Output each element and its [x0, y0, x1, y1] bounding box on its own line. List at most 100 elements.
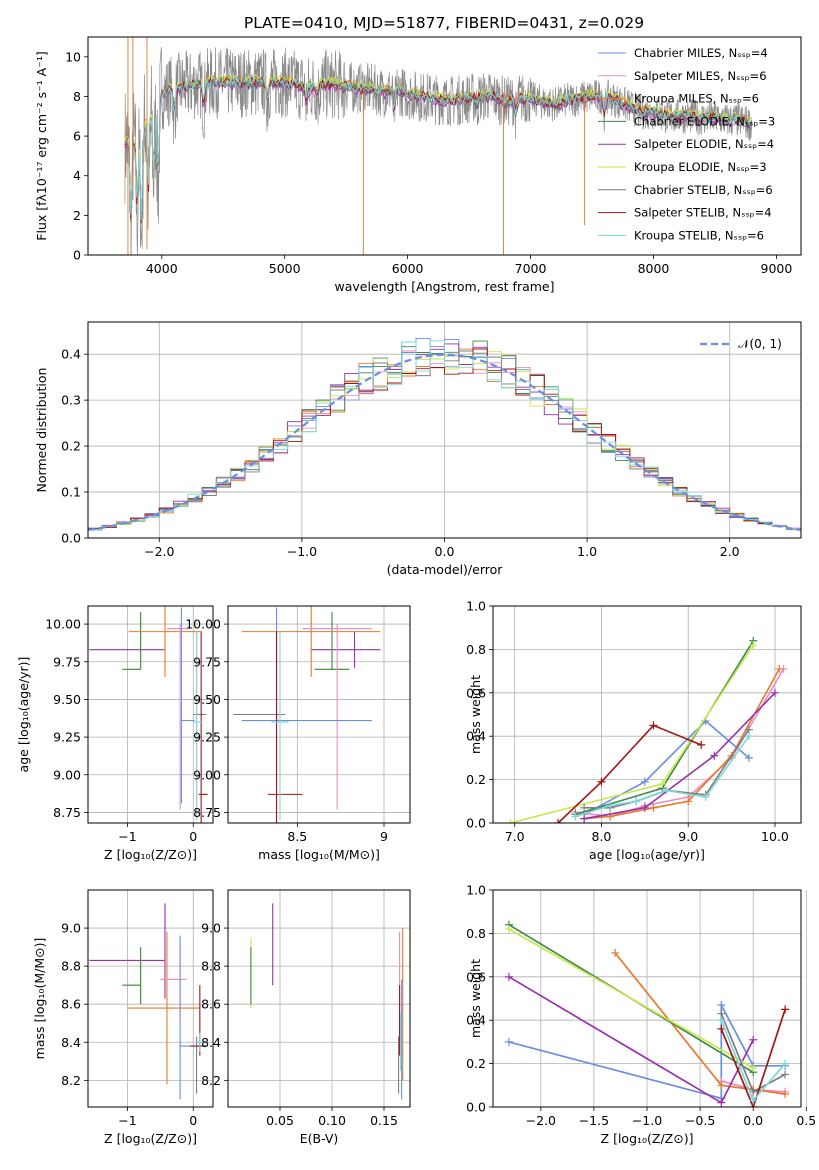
y-axis-label: mass weight — [468, 959, 483, 1038]
legend-label: Salpeter ELODIE, Nₛₛₚ=4 — [634, 137, 774, 151]
x-tick-label: −1.5 — [579, 1113, 609, 1128]
legend-label: Chabrier ELODIE, Nₛₛₚ=3 — [634, 114, 775, 128]
weight-marker — [775, 664, 784, 673]
grid — [228, 890, 410, 1107]
y-tick-label: 8.6 — [61, 997, 81, 1012]
spectrum-model-salpeter-stelib — [124, 76, 753, 222]
x-tick-label: 6000 — [392, 261, 424, 276]
weight-marker — [649, 803, 658, 812]
y-tick-label: 0.0 — [61, 531, 81, 546]
errorbar-kroupa-stelib — [271, 631, 289, 820]
y-tick-label: 9.25 — [193, 730, 221, 745]
weight-marker — [701, 792, 710, 801]
plot-area — [250, 903, 404, 1100]
y-tick-label: 9.0 — [61, 921, 81, 936]
weight-line-salpeter-stelib — [557, 724, 702, 823]
weight-line-chabrier-stelib — [584, 729, 750, 809]
x-tick-label: 9000 — [761, 261, 793, 276]
x-tick-label: 9.0 — [678, 829, 698, 844]
weight-marker — [717, 1098, 726, 1107]
plot-area — [504, 920, 790, 1107]
legend-label: Salpeter STELIB, Nₛₛₚ=4 — [634, 206, 772, 220]
errorbar-salpeter-miles — [302, 624, 372, 810]
y-tick-label: 8.4 — [201, 1035, 221, 1050]
weight-marker — [658, 779, 667, 788]
errorbar-salpeter-elodie — [89, 903, 166, 999]
x-tick-label: 7000 — [515, 261, 547, 276]
axes: −2.0 −1.0 0.0 1.0 2.0 0.0 0.1 0.2 0.3 0.4 (data-mo… — [34, 321, 802, 577]
x-tick-label: −0.5 — [685, 1113, 715, 1128]
x-tick-label: 8.5 — [287, 829, 307, 844]
weight-marker — [580, 803, 589, 812]
axes: 7.0 8.0 9.0 10.0 0.0 0.2 0.4 0.6 0.8 1.0 age [log₁… — [466, 599, 802, 862]
x-axis-label: Z [log₁₀(Z/Z⊙)] — [104, 847, 197, 862]
axes: −2.0 −1.5 −1.0 −0.5 0.0 0.5 0.0 0.2 0.4 0.6 0.8 1.0… — [466, 883, 816, 1147]
y-tick-label: 9.00 — [53, 767, 81, 782]
errorbar-salpeter-miles — [160, 941, 187, 1018]
y-tick-label: 8 — [73, 89, 81, 104]
weight-line-chabrier-miles — [583, 719, 750, 816]
weight-marker — [611, 948, 620, 957]
spectrum-legend: Chabrier MILES, Nₛₛₚ=4 Salpeter MILES, Nₛ… — [598, 46, 775, 242]
x-axis-label: (data-model)/error — [387, 562, 504, 577]
y-tick-label: 6 — [73, 129, 81, 144]
plot-mass_vs_Z: −1 0 8.2 8.4 8.6 8.8 9.0 Z [log₁₀(Z/Z⊙)] mass [l… — [32, 889, 214, 1146]
errorbar-chabrier-elodie — [122, 947, 142, 1005]
plot-area — [233, 606, 381, 823]
plot-age_vs_Z: −1 0 8.75 9.00 9.25 9.50 9.75 10.00 Z [log₁₀(Z/Z… — [16, 605, 214, 862]
x-tick-label: 9 — [380, 829, 388, 844]
plot-weight_vs_Z: −2.0 −1.5 −1.0 −0.5 0.0 0.5 0.0 0.2 0.4 0.6 0.8 1.0… — [466, 883, 816, 1147]
errorbar-salpeter-stelib — [267, 631, 303, 823]
y-tick-label: 10 — [65, 49, 81, 64]
weight-marker — [632, 797, 641, 806]
grid — [493, 889, 807, 1108]
weight-marker — [597, 777, 606, 786]
y-tick-label: 8.4 — [61, 1035, 81, 1050]
weight-marker — [781, 1059, 790, 1068]
residuals-legend: 𝒩(0, 1) — [700, 337, 782, 351]
y-tick-label: 0.4 — [466, 1013, 486, 1028]
plot-area — [88, 337, 801, 531]
weight-marker — [744, 732, 753, 741]
errorbar-salpeter-miles — [166, 624, 187, 810]
weight-line-kroupa-elodie — [510, 644, 754, 823]
weight-marker — [662, 786, 671, 795]
x-tick-label: 5000 — [269, 261, 301, 276]
y-tick-label: 0.8 — [466, 642, 486, 657]
errorbar-kroupa-miles — [241, 606, 381, 677]
weight-line-kroupa-elodie — [508, 928, 754, 1069]
y-tick-label: 0.4 — [466, 729, 486, 744]
errorbar-kroupa-miles — [128, 606, 202, 677]
axes-frame — [87, 36, 802, 256]
y-tick-label: 0.0 — [466, 816, 486, 831]
y-axis-label: mass weight — [468, 675, 483, 754]
x-tick-label: 0.05 — [266, 1113, 294, 1128]
weight-line-kroupa-stelib — [575, 735, 750, 818]
legend-label: Salpeter MILES, Nₛₛₚ=6 — [634, 69, 767, 83]
y-tick-label: 0.8 — [466, 926, 486, 941]
x-axis-label: Z [log₁₀(Z/Z⊙)] — [104, 1131, 197, 1146]
y-tick-label: 0.0 — [466, 1100, 486, 1115]
plot-age_vs_mass: 8.5 9 8.75 9.00 9.25 9.50 9.75 10.00 mass [log₁₀… — [185, 605, 411, 862]
y-tick-label: 8.75 — [53, 805, 81, 820]
errorbar-salpeter-stelib — [198, 631, 208, 823]
y-axis-label: Normed distribution — [34, 368, 49, 493]
errorbar-chabrier-stelib — [233, 631, 286, 820]
weight-marker — [781, 1089, 790, 1098]
x-axis-label: E(B-V) — [300, 1131, 339, 1146]
axes: 8.5 9 8.75 9.00 9.25 9.50 9.75 10.00 mass [log₁₀… — [185, 605, 411, 862]
x-tick-label: −1.0 — [287, 544, 317, 559]
weight-marker — [744, 753, 753, 762]
y-tick-label: 9.50 — [193, 692, 221, 707]
axes-frame — [87, 605, 214, 824]
x-tick-label: 0.0 — [743, 1113, 763, 1128]
histogram-kroupa-stelib — [88, 340, 801, 530]
plot-area — [89, 606, 208, 823]
weight-marker — [749, 641, 758, 650]
weight-marker — [640, 803, 649, 812]
errorbar-chabrier-miles — [179, 935, 197, 1100]
errorbar-kroupa-stelib — [193, 631, 204, 820]
y-tick-label: 9.50 — [53, 692, 81, 707]
errorbar-chabrier-elodie — [314, 612, 350, 670]
